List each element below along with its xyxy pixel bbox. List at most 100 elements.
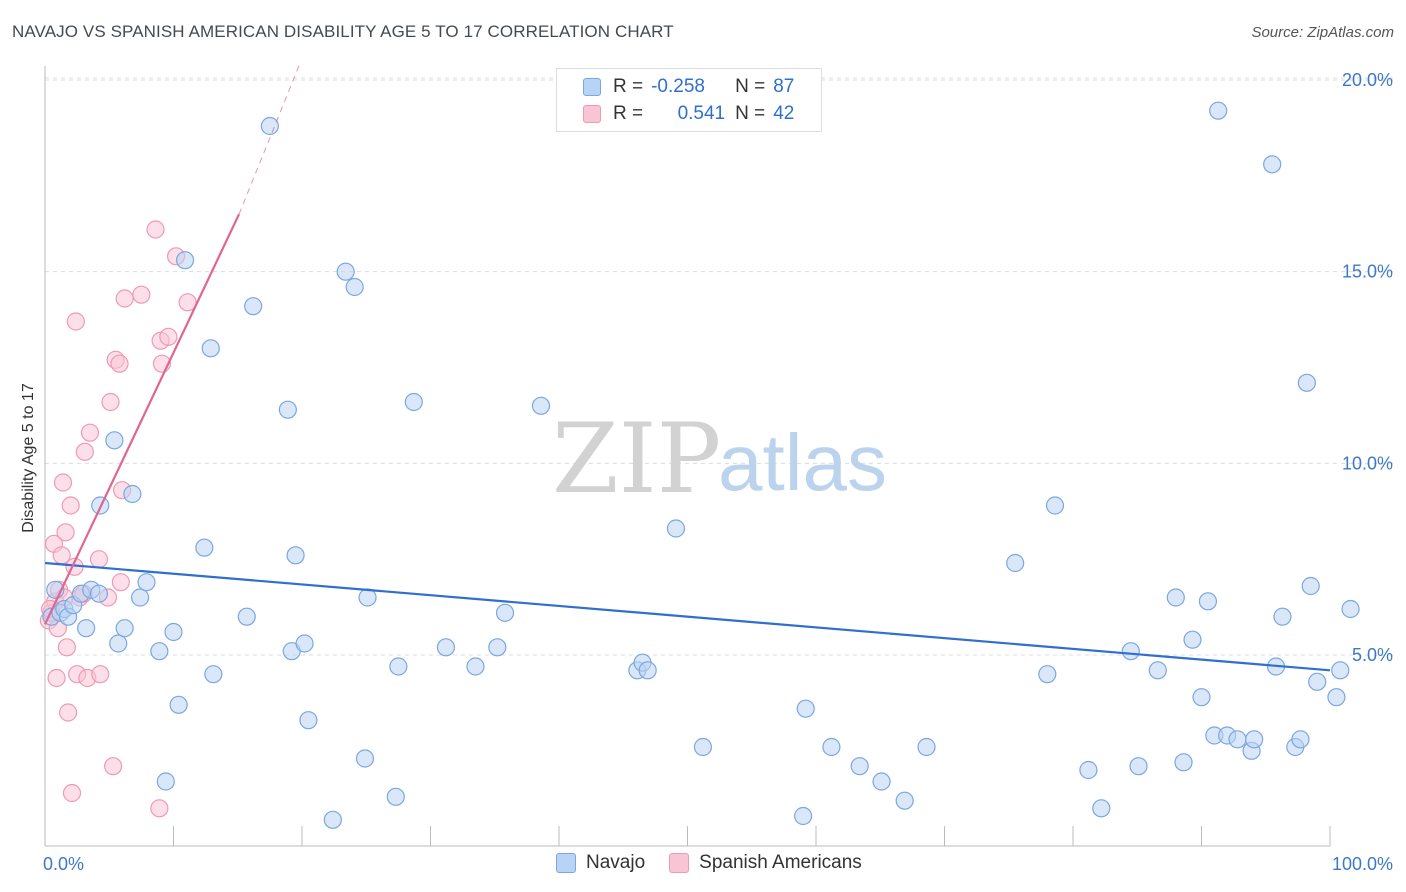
- navajo-point: [260, 116, 279, 136]
- navajo-point: [1192, 688, 1211, 707]
- navajo-point: [201, 339, 220, 358]
- spanish-point: [61, 496, 80, 515]
- legend-r-value: 0.541: [677, 103, 726, 124]
- spanish-point: [132, 285, 151, 304]
- y-axis-label: Disability Age 5 to 17: [20, 383, 37, 533]
- navajo-point: [1148, 661, 1167, 680]
- navajo-swatch: [583, 78, 601, 96]
- navajo-point: [404, 392, 423, 412]
- navajo-point: [488, 638, 507, 657]
- legend-n-label: N =: [735, 103, 766, 124]
- y-tick-label: 10.0%: [1342, 453, 1393, 473]
- navajo-point: [1228, 730, 1247, 749]
- spanish-point: [111, 573, 130, 592]
- axes: [44, 66, 1331, 847]
- navajo-point: [1166, 588, 1185, 607]
- navajo-point: [1198, 592, 1218, 611]
- navajo-point: [1273, 607, 1292, 626]
- spanish-point: [53, 473, 73, 492]
- navajo-point: [164, 622, 183, 642]
- spanish-point: [146, 220, 165, 239]
- spanish-trend-extension: [238, 64, 300, 215]
- spanish-point: [110, 354, 129, 373]
- source-label: Source: ZipAtlas.com: [1251, 24, 1394, 41]
- spanish-point: [159, 327, 178, 346]
- series-legend: Navajo Spanish Americans: [556, 852, 886, 874]
- navajo-point: [77, 619, 96, 638]
- navajo-point: [1331, 661, 1350, 680]
- y-tick-label: 5.0%: [1352, 645, 1393, 665]
- navajo-point: [1308, 672, 1327, 691]
- spanish-point: [57, 638, 76, 657]
- navajo-legend-swatch: [556, 853, 576, 873]
- navajo-point: [1341, 599, 1360, 619]
- navajo-point: [299, 711, 318, 730]
- navajo-point: [130, 588, 150, 607]
- navajo-point: [150, 642, 169, 661]
- legend-n-value: 87: [773, 76, 795, 97]
- spanish-point: [62, 783, 82, 803]
- navajo-point: [1297, 373, 1316, 392]
- navajo-point: [156, 772, 175, 791]
- spanish-legend-swatch: [669, 853, 690, 873]
- navajo-point: [175, 251, 195, 270]
- navajo-point: [895, 791, 914, 810]
- navajo-point: [105, 431, 124, 450]
- navajo-point: [1245, 730, 1264, 749]
- navajo-point: [123, 484, 142, 504]
- spanish-point: [47, 668, 66, 688]
- navajo-point: [1209, 101, 1228, 120]
- y-tick-labels: 5.0% 10.0% 15.0% 20.0%: [1342, 70, 1393, 665]
- watermark-atlas: atlas: [718, 418, 887, 507]
- spanish-point: [115, 289, 134, 308]
- navajo-point: [323, 810, 342, 829]
- spanish-point: [91, 665, 110, 684]
- spanish-legend-label: Spanish Americans: [699, 852, 862, 873]
- navajo-point: [1183, 630, 1202, 649]
- navajo-point: [1038, 665, 1057, 684]
- spanish-point: [56, 523, 75, 542]
- gridlines: [45, 77, 1395, 656]
- navajo-point: [1301, 576, 1320, 596]
- x-tick-label: 0.0%: [43, 854, 84, 874]
- navajo-point: [666, 519, 686, 538]
- legend-item-spanish[interactable]: Spanish Americans: [669, 852, 862, 874]
- navajo-point: [531, 396, 551, 415]
- navajo-point: [195, 538, 214, 557]
- spanish-point: [150, 799, 169, 818]
- navajo-point: [1327, 688, 1346, 707]
- spanish-point: [89, 550, 109, 569]
- navajo-point: [796, 699, 815, 718]
- navajo-point: [345, 277, 364, 297]
- spanish-swatch: [583, 105, 601, 123]
- navajo-point: [1291, 730, 1310, 749]
- navajo-point: [872, 772, 891, 791]
- legend-item-navajo[interactable]: Navajo: [556, 852, 645, 874]
- navajo-point: [917, 737, 936, 757]
- navajo-point: [1079, 760, 1098, 780]
- legend-n-value: 42: [773, 103, 795, 124]
- y-tick-label: 20.0%: [1342, 70, 1393, 90]
- trend-lines: [44, 64, 1331, 672]
- chart-title: NAVAJO VS SPANISH AMERICAN DISABILITY AG…: [12, 22, 674, 41]
- navajo-point: [89, 584, 109, 603]
- spanish-point: [104, 757, 123, 776]
- navajo-point: [358, 588, 377, 607]
- spanish-point: [59, 703, 78, 722]
- navajo-point: [286, 546, 305, 565]
- watermark-zip: ZIP: [552, 403, 721, 515]
- navajo-point: [295, 634, 314, 653]
- navajo-point: [137, 573, 156, 592]
- navajo-point: [244, 297, 263, 316]
- spanish-point: [80, 423, 100, 442]
- navajo-point: [1092, 799, 1111, 818]
- navajo-point: [169, 695, 188, 714]
- navajo-point: [355, 749, 375, 768]
- spanish-point: [66, 312, 85, 331]
- x-tick-label: 100.0%: [1332, 854, 1393, 874]
- navajo-point: [1129, 757, 1148, 776]
- navajo-point: [850, 757, 869, 776]
- navajo-point: [109, 634, 128, 653]
- navajo-point: [1174, 753, 1193, 772]
- correlation-legend: R = -0.258 N = 87 R = 0.541 N = 42: [556, 68, 822, 132]
